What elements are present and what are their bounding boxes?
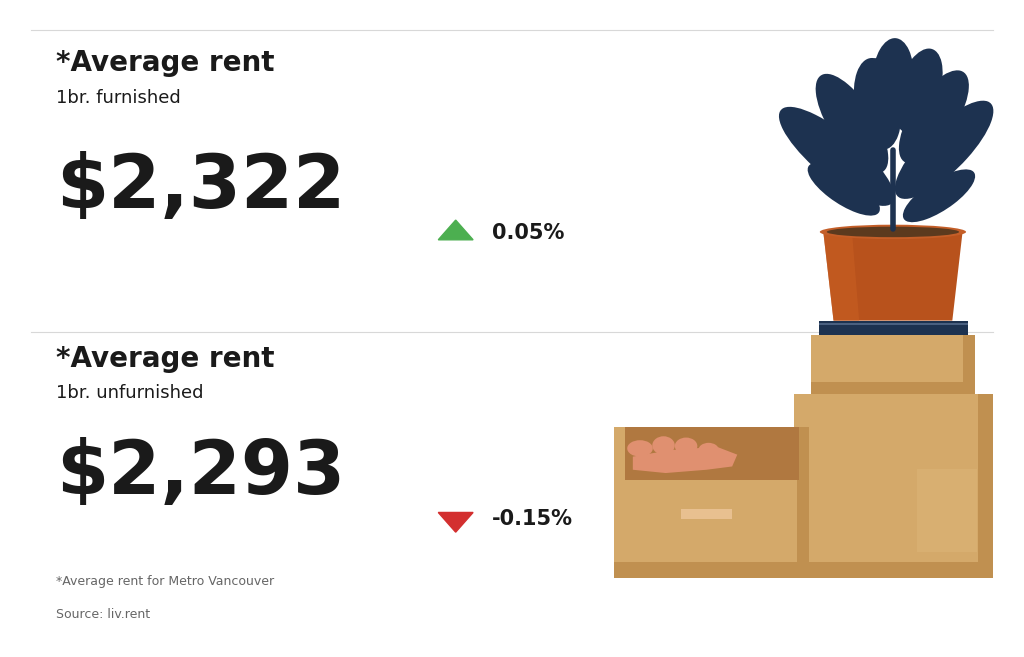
Ellipse shape <box>903 170 975 222</box>
Polygon shape <box>823 232 859 321</box>
FancyBboxPatch shape <box>811 382 975 394</box>
FancyBboxPatch shape <box>794 562 993 578</box>
Text: *Average rent for Metro Vancouver: *Average rent for Metro Vancouver <box>56 575 274 588</box>
Ellipse shape <box>899 70 969 164</box>
Ellipse shape <box>627 440 653 457</box>
Polygon shape <box>633 447 737 473</box>
Text: 1br. unfurnished: 1br. unfurnished <box>56 384 204 402</box>
Polygon shape <box>823 232 963 321</box>
Ellipse shape <box>826 227 959 237</box>
Ellipse shape <box>872 38 913 117</box>
Text: 0.05%: 0.05% <box>492 223 564 243</box>
Ellipse shape <box>698 443 719 457</box>
Ellipse shape <box>675 438 697 455</box>
Text: *Average rent: *Average rent <box>56 345 274 373</box>
FancyBboxPatch shape <box>819 323 968 325</box>
Text: $2,293: $2,293 <box>56 437 345 510</box>
Text: -0.15%: -0.15% <box>492 509 572 529</box>
Text: $2,322: $2,322 <box>56 151 345 224</box>
FancyBboxPatch shape <box>797 427 809 578</box>
FancyBboxPatch shape <box>811 335 975 394</box>
Ellipse shape <box>895 101 993 199</box>
Ellipse shape <box>854 58 901 150</box>
Polygon shape <box>438 220 473 240</box>
FancyBboxPatch shape <box>614 427 809 578</box>
FancyBboxPatch shape <box>681 509 732 519</box>
FancyBboxPatch shape <box>625 427 799 480</box>
FancyBboxPatch shape <box>918 469 977 552</box>
FancyBboxPatch shape <box>614 562 809 578</box>
FancyBboxPatch shape <box>794 394 993 578</box>
Text: *Average rent: *Average rent <box>56 49 274 78</box>
FancyBboxPatch shape <box>978 394 993 578</box>
Polygon shape <box>438 512 473 532</box>
Ellipse shape <box>779 107 894 206</box>
Ellipse shape <box>863 58 906 129</box>
Text: Source: liv.rent: Source: liv.rent <box>56 608 151 621</box>
Ellipse shape <box>820 225 966 239</box>
Text: 1br. furnished: 1br. furnished <box>56 89 181 106</box>
Ellipse shape <box>652 436 675 455</box>
Ellipse shape <box>808 163 880 215</box>
Ellipse shape <box>816 74 888 173</box>
FancyBboxPatch shape <box>819 321 968 335</box>
Ellipse shape <box>894 49 943 133</box>
FancyBboxPatch shape <box>963 335 975 394</box>
